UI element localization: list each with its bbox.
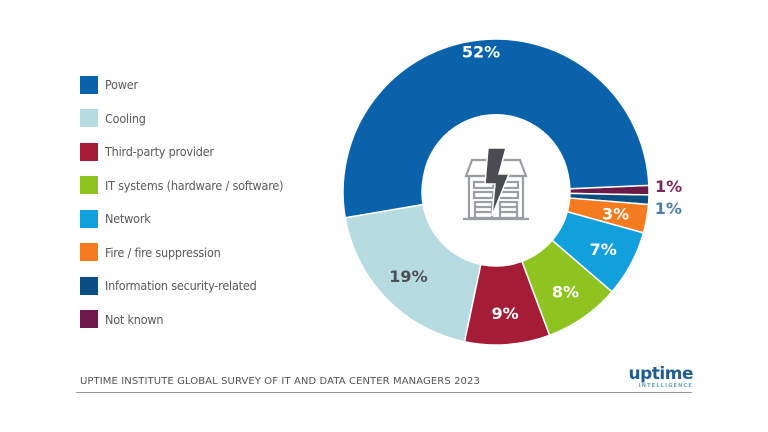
legend-item-information-security: Information security-related [80,269,283,303]
data-label-network: 7% [590,240,617,259]
logo-subtitle: INTELLIGENCE [638,383,693,389]
legend-item-third-party-provider: Third-party provider [80,135,283,169]
donut-labels: 1% 1% 3% 7% 8% 9% 19% 52% [389,42,682,323]
data-label-not-known: 1% [655,177,682,196]
legend-label: Information security-related [105,278,257,294]
legend-item-power: Power [80,68,283,102]
donut-slices [342,38,650,346]
legend-label: Power [105,77,138,93]
data-label-it-systems-hardware-software: 8% [552,283,579,302]
data-label-power: 52% [462,42,500,61]
legend-item-it-systems: IT systems (hardware / software) [80,169,284,203]
legend-label: Not known [105,311,164,327]
footer-divider [76,392,692,393]
legend-swatch [80,109,98,128]
data-label-information-security-related: 1% [655,199,682,218]
legend-swatch [80,243,98,262]
legend-label: Cooling [105,110,146,126]
legend-swatch [80,176,98,195]
data-label-third-party-provider: 9% [492,304,519,323]
logo-wordmark: uptime [628,364,694,384]
legend-label: IT systems (hardware / software) [105,177,284,193]
data-label-fire-fire-suppression: 3% [602,204,629,223]
chart-legend: Power Cooling Third-party provider IT sy… [80,68,284,337]
legend-swatch [80,75,98,94]
slice-cooling [344,203,482,343]
legend-label: Fire / fire suppression [105,244,221,260]
source-note: UPTIME INSTITUTE GLOBAL SURVEY OF IT AND… [80,376,480,387]
legend-swatch [80,310,98,329]
data-center-power-outage-icon [422,114,570,262]
legend-label: Third-party provider [105,144,214,160]
legend-item-network: Network [80,202,283,236]
legend-swatch [80,276,98,295]
data-label-cooling: 19% [389,267,427,286]
legend-label: Network [105,211,151,227]
legend-item-cooling: Cooling [80,102,283,136]
legend-swatch [80,209,98,228]
uptime-intelligence-logo: uptime INTELLIGENCE [628,364,694,390]
legend-swatch [80,142,98,161]
legend-item-not-known: Not known [80,303,283,337]
legend-item-fire-suppression: Fire / fire suppression [80,236,283,270]
